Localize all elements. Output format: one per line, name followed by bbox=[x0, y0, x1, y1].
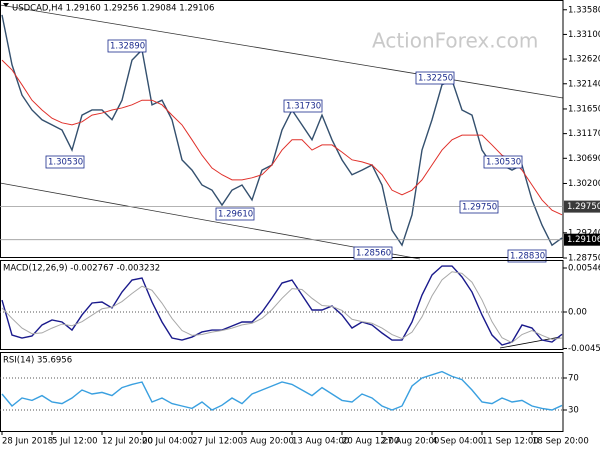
y-tick-label: 0.00 bbox=[568, 308, 587, 318]
price-label-box bbox=[564, 200, 600, 213]
y-tick-label: 1.32140 bbox=[568, 79, 600, 89]
annotation: 1.29610 bbox=[218, 210, 253, 220]
x-tick-label: 18 Sep 20:00 bbox=[532, 437, 589, 447]
y-tick-label: 1.30200 bbox=[568, 179, 600, 189]
series-line bbox=[1, 59, 563, 216]
series-line bbox=[1, 271, 563, 344]
x-tick-label: 20 Jul 04:00 bbox=[142, 437, 193, 447]
x-tick-label: 27 Jul 12:00 bbox=[192, 437, 243, 447]
panel-title: USDCAD,H4 1.29160 1.29256 1.29084 1.2910… bbox=[12, 4, 214, 14]
annotation: 1.32250 bbox=[418, 74, 453, 84]
y-tick-label: 1.28750 bbox=[568, 254, 600, 264]
x-tick-label: 28 Jun 2018 bbox=[2, 437, 53, 447]
x-tick-label: 5 Jul 12:00 bbox=[52, 437, 98, 447]
annotation-box bbox=[507, 249, 547, 263]
x-tick-label: 11 Sep 12:00 bbox=[482, 437, 539, 447]
annotation-box bbox=[215, 207, 255, 221]
x-tick-label: 12 Jul 20:00 bbox=[102, 437, 153, 447]
y-tick-label: 1.33100 bbox=[568, 30, 600, 40]
x-tick-label: 20 Aug 12:00 bbox=[342, 437, 399, 447]
annotation: 1.30530 bbox=[48, 158, 83, 168]
price-label: 1.29750 bbox=[567, 202, 600, 212]
y-tick-label: 1.31170 bbox=[568, 129, 600, 139]
y-tick-label: 1.33580 bbox=[568, 5, 600, 15]
x-tick-label: 3 Aug 20:00 bbox=[242, 437, 294, 447]
x-tick-label: 13 Aug 04:00 bbox=[292, 437, 349, 447]
annotation-box bbox=[459, 200, 499, 214]
series-line bbox=[1, 265, 563, 346]
annotation: 1.32890 bbox=[110, 42, 145, 52]
annotation-box bbox=[45, 155, 85, 169]
y-tick-label: 1.30690 bbox=[568, 154, 600, 164]
annotation-box bbox=[353, 246, 393, 260]
annotation: 1.28830 bbox=[510, 252, 545, 262]
panel-title: MACD(12,26,9) -0.002767 -0.003232 bbox=[3, 264, 160, 274]
channel-upper bbox=[0, 4, 564, 99]
y-tick-label: 0.005465 bbox=[568, 264, 600, 274]
symbol-arrow bbox=[3, 3, 9, 7]
y-tick-label: -0.004527 bbox=[568, 344, 600, 354]
annotation-box bbox=[483, 155, 523, 169]
series-line bbox=[1, 370, 563, 411]
annotation-box bbox=[415, 71, 455, 85]
x-tick-label: 27 Aug 20:00 bbox=[382, 437, 439, 447]
y-tick-label: 70 bbox=[568, 374, 579, 384]
annotation: 1.29750 bbox=[462, 203, 497, 213]
y-tick-label: 1.31650 bbox=[568, 104, 600, 114]
price-label: 1.29106 bbox=[567, 235, 600, 245]
x-tick-label: 4 Sep 04:00 bbox=[432, 437, 483, 447]
annotation: 1.30530 bbox=[486, 158, 521, 168]
y-tick-label: 1.32620 bbox=[568, 55, 600, 65]
annotation: 1.31730 bbox=[286, 102, 321, 112]
panel-title: RSI(14) 35.6956 bbox=[3, 356, 72, 366]
annotation: 1.28560 bbox=[356, 249, 391, 259]
watermark: ActionForex.com bbox=[372, 29, 538, 53]
series-line bbox=[1, 14, 563, 247]
annotation-box bbox=[283, 99, 323, 113]
annotation-box bbox=[107, 39, 147, 53]
y-tick-label: 30 bbox=[568, 406, 579, 416]
price-label-box bbox=[564, 233, 600, 246]
y-tick-label: 1.29240 bbox=[568, 228, 600, 238]
channel-lower bbox=[0, 182, 421, 260]
